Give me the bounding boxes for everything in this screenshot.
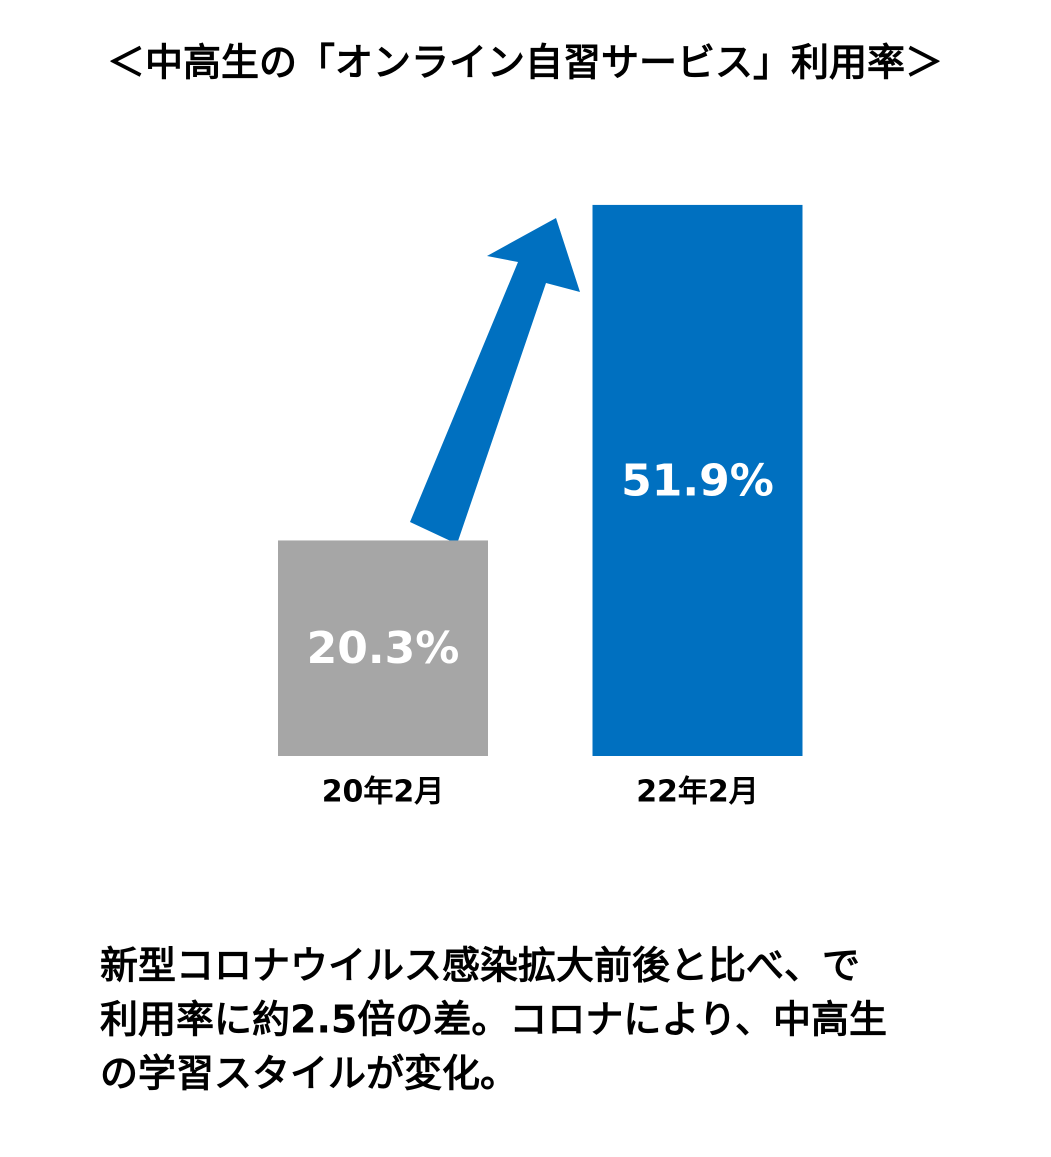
x-tick-label: 20年2月 — [322, 775, 445, 810]
x-tick-label: 22年2月 — [636, 775, 759, 810]
bar — [278, 540, 488, 756]
value-label: 20.3% — [307, 623, 460, 674]
value-label: 51.9% — [621, 455, 774, 506]
annotation: 利用率に約2.5倍の差。コロナにより、中高生 — [100, 998, 887, 1042]
bar — [592, 204, 803, 756]
arrow — [410, 218, 580, 544]
chart-title: ＜中高生の「オンライン自習サービス」利用率＞ — [107, 41, 943, 85]
annotation: の学習スタイルが変化。 — [100, 1052, 518, 1096]
annotation: 新型コロナウイルス感染拡大前後と比べ、で — [100, 944, 860, 988]
